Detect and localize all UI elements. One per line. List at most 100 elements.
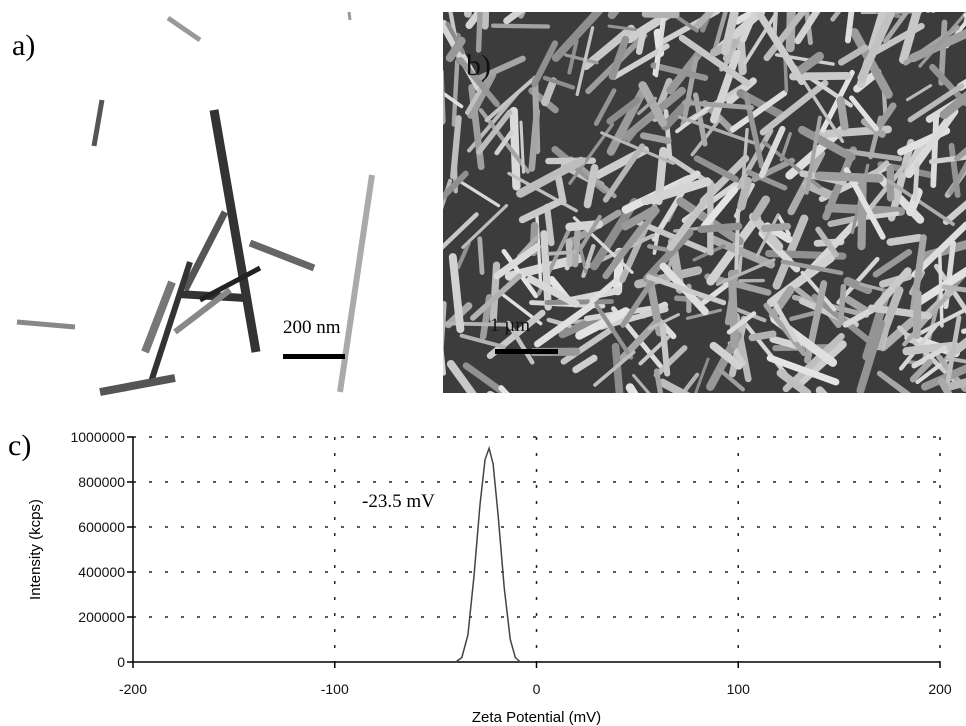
texture [755, 213, 780, 258]
texture [730, 90, 788, 133]
texture [704, 273, 772, 296]
texture [766, 253, 836, 308]
y-tick-label: 200000 [78, 609, 125, 625]
texture [933, 263, 966, 315]
texture [653, 368, 664, 393]
texture [621, 205, 658, 231]
texture [540, 230, 552, 311]
texture [582, 24, 636, 71]
texture [802, 180, 834, 199]
texture [476, 109, 513, 155]
texture [555, 174, 567, 206]
texture [675, 103, 713, 134]
texture [930, 113, 940, 189]
texture [607, 24, 638, 32]
tem-image [16, 11, 375, 396]
texture [930, 12, 936, 13]
texture [875, 102, 897, 131]
texture [793, 51, 825, 77]
texture [650, 62, 709, 81]
texture [948, 142, 961, 198]
texture [443, 212, 479, 250]
texture [912, 162, 920, 202]
texture [876, 370, 911, 393]
texture [918, 12, 966, 68]
texture [785, 12, 796, 53]
texture [848, 95, 879, 132]
texture [602, 225, 645, 280]
x-tick-label: 200 [928, 681, 952, 697]
texture [678, 34, 751, 87]
texture [844, 12, 855, 44]
y-axis-label: Intensity (kcps) [27, 499, 44, 600]
scale-bar [283, 354, 345, 359]
texture [445, 36, 466, 63]
texture [896, 12, 899, 13]
texture [680, 56, 699, 129]
x-tick-label: -200 [119, 681, 147, 697]
texture [768, 285, 795, 320]
texture [771, 299, 798, 343]
y-tick-label: 400000 [78, 564, 125, 580]
texture [756, 12, 806, 86]
sem-image [443, 12, 966, 398]
texture [518, 197, 565, 224]
texture [494, 130, 514, 156]
texture [797, 72, 845, 143]
texture [938, 253, 944, 328]
annotation: -23.5 mV [362, 491, 435, 512]
texture [759, 79, 829, 136]
chart: 0 200000 400000 600000 800000 1000000 -200 -100… [27, 429, 952, 726]
texture [641, 12, 680, 19]
texture [844, 296, 870, 315]
texture [740, 127, 749, 190]
x-tick-label: -100 [321, 681, 349, 697]
texture [533, 301, 595, 348]
texture [843, 148, 903, 162]
texture [654, 12, 668, 78]
texture [836, 96, 849, 131]
texture [734, 207, 741, 281]
texture [639, 132, 672, 145]
texture [503, 12, 525, 25]
texture [842, 306, 877, 328]
texture [794, 12, 821, 45]
y-tick-label: 0 [117, 654, 125, 670]
texture [815, 226, 839, 258]
texture [911, 345, 948, 369]
texture [726, 311, 757, 335]
y-tick-label: 1000000 [70, 429, 125, 445]
texture [857, 173, 867, 251]
texture [470, 273, 523, 321]
texture [921, 364, 966, 391]
texture [509, 106, 521, 191]
texture [737, 238, 744, 275]
texture [572, 354, 598, 374]
texture [766, 354, 840, 386]
texture [830, 12, 842, 22]
y-tick-label: 800000 [78, 474, 125, 490]
texture [942, 200, 966, 225]
texture [600, 131, 675, 165]
texture [708, 235, 776, 269]
texture [682, 100, 755, 110]
texture [763, 302, 807, 357]
texture [475, 12, 483, 53]
texture [528, 107, 541, 172]
texture [742, 12, 778, 66]
texture [543, 203, 555, 247]
texture [721, 12, 739, 56]
texture [798, 125, 856, 162]
texture [443, 300, 447, 360]
texture [872, 248, 913, 278]
texture [578, 214, 602, 251]
texture [829, 396, 876, 398]
texture [653, 345, 688, 378]
texture [498, 385, 510, 393]
texture [902, 295, 949, 347]
texture [647, 313, 680, 331]
texture [909, 358, 933, 383]
texture [883, 12, 910, 44]
texture [874, 286, 904, 351]
